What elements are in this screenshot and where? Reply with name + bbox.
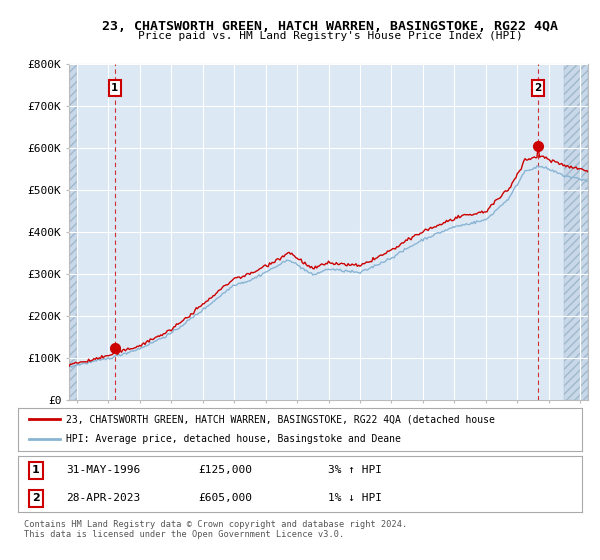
Bar xyxy=(69,64,77,400)
Text: 3% ↑ HPI: 3% ↑ HPI xyxy=(328,465,382,475)
Text: HPI: Average price, detached house, Basingstoke and Deane: HPI: Average price, detached house, Basi… xyxy=(66,434,401,444)
Text: 28-APR-2023: 28-APR-2023 xyxy=(66,493,140,503)
Text: 23, CHATSWORTH GREEN, HATCH WARREN, BASINGSTOKE, RG22 4QA: 23, CHATSWORTH GREEN, HATCH WARREN, BASI… xyxy=(102,20,558,32)
Bar xyxy=(565,64,588,400)
Text: 31-MAY-1996: 31-MAY-1996 xyxy=(66,465,140,475)
Text: Price paid vs. HM Land Registry's House Price Index (HPI): Price paid vs. HM Land Registry's House … xyxy=(137,31,523,41)
Text: 1: 1 xyxy=(111,83,119,93)
Text: £605,000: £605,000 xyxy=(199,493,253,503)
Text: 2: 2 xyxy=(535,83,542,93)
Text: 23, CHATSWORTH GREEN, HATCH WARREN, BASINGSTOKE, RG22 4QA (detached house: 23, CHATSWORTH GREEN, HATCH WARREN, BASI… xyxy=(66,414,495,424)
Text: Contains HM Land Registry data © Crown copyright and database right 2024.
This d: Contains HM Land Registry data © Crown c… xyxy=(24,520,407,539)
Text: 2: 2 xyxy=(32,493,40,503)
Text: 1% ↓ HPI: 1% ↓ HPI xyxy=(328,493,382,503)
Bar xyxy=(565,64,588,400)
Bar xyxy=(69,64,77,400)
Text: 1: 1 xyxy=(32,465,40,475)
Text: £125,000: £125,000 xyxy=(199,465,253,475)
